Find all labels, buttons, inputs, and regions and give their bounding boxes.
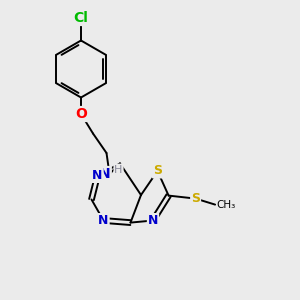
Text: N: N — [99, 167, 111, 181]
Text: CH₃: CH₃ — [217, 200, 236, 210]
Text: N: N — [98, 214, 109, 227]
Text: N: N — [148, 214, 158, 227]
Text: O: O — [75, 107, 87, 121]
Text: Cl: Cl — [74, 11, 88, 25]
Text: N: N — [92, 169, 103, 182]
Text: H: H — [114, 164, 123, 175]
Text: S: S — [191, 192, 200, 205]
Text: S: S — [153, 164, 162, 178]
